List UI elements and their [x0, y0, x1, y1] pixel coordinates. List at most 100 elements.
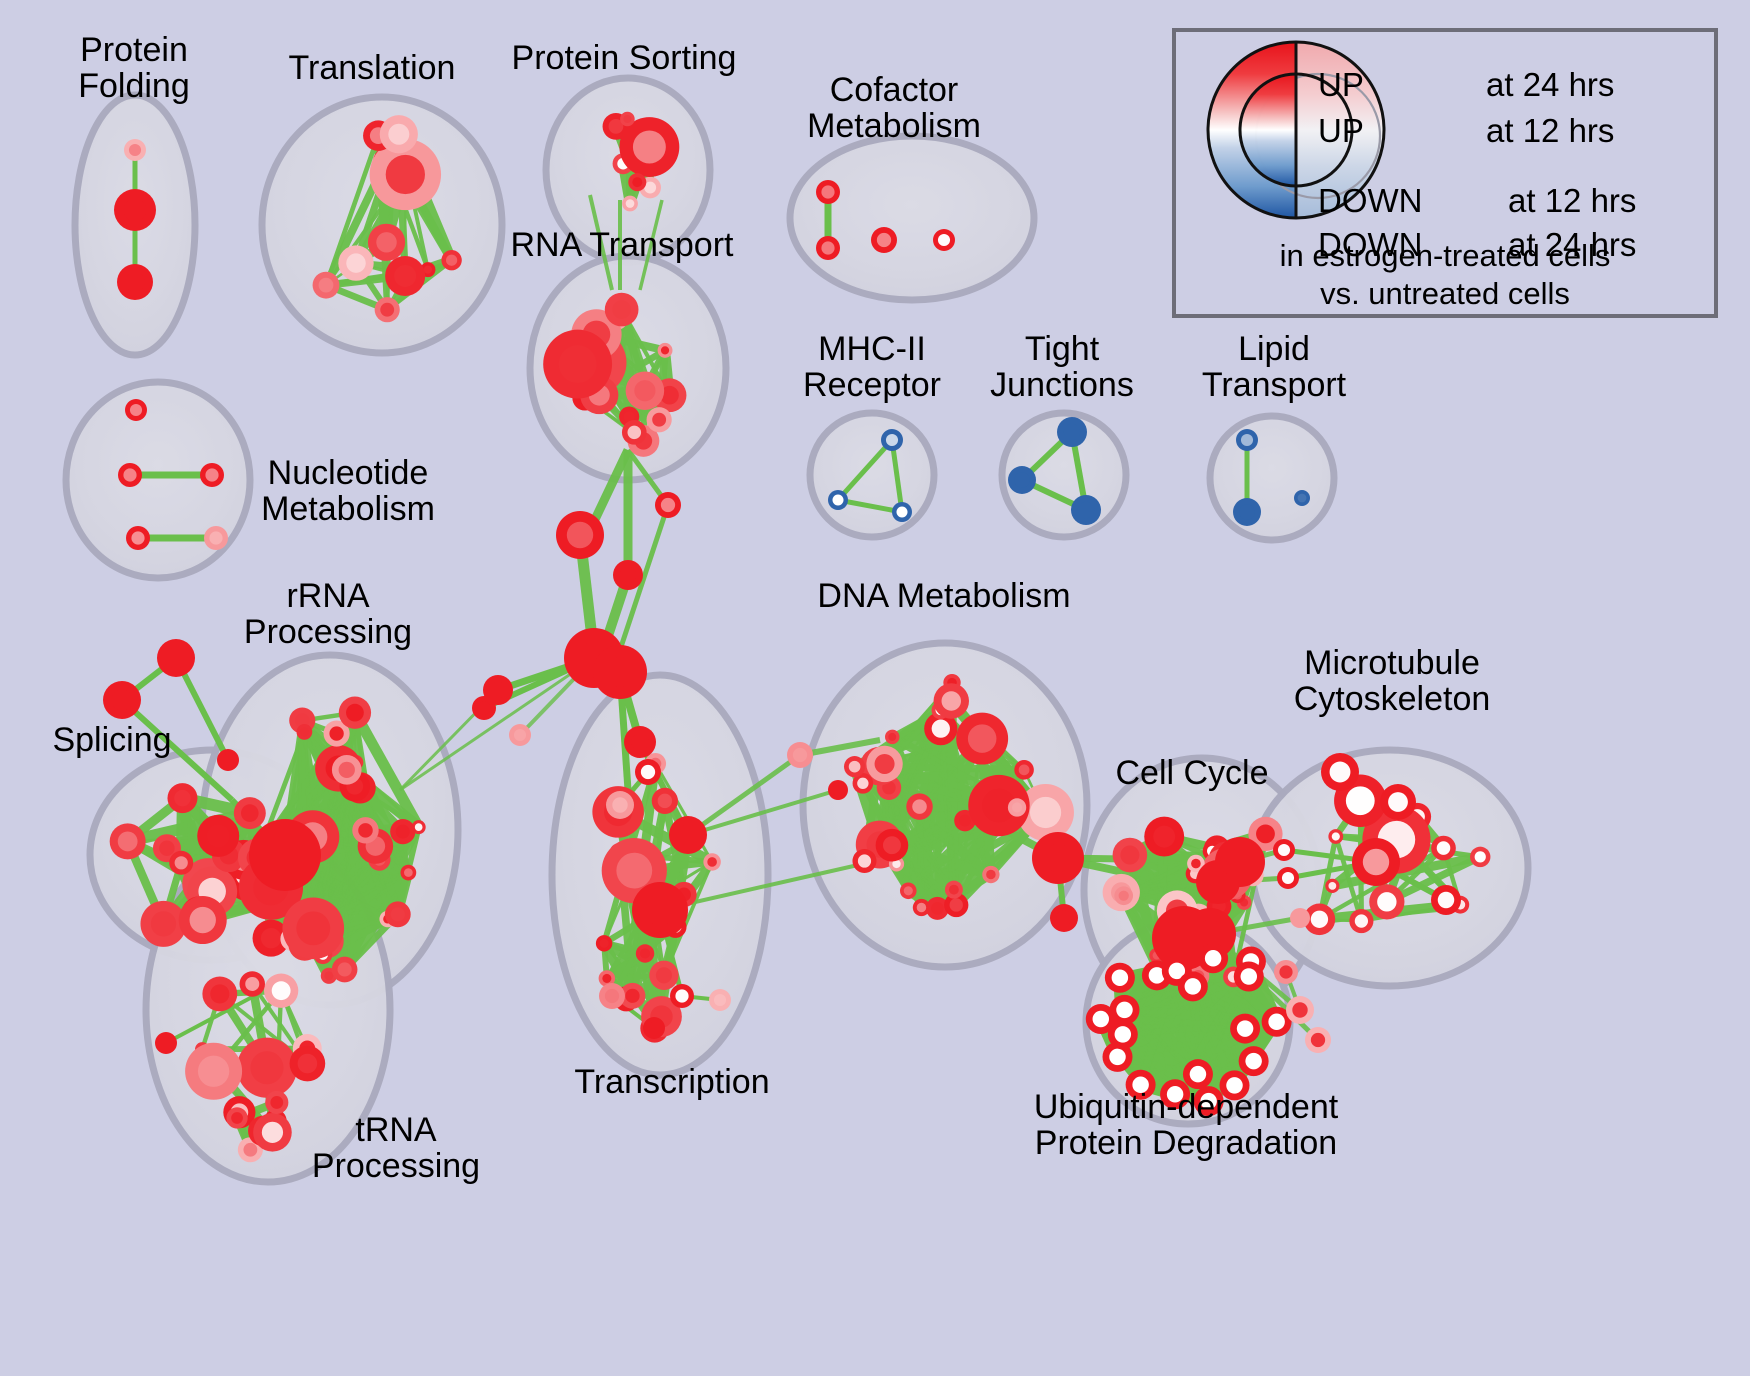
network-node-core — [1109, 1048, 1126, 1066]
network-node-core — [1118, 890, 1129, 901]
network-node-core — [707, 857, 717, 867]
network-node-core — [337, 962, 352, 977]
network-node-core — [159, 1036, 173, 1050]
legend-time-2: at 12 hrs — [1508, 182, 1636, 219]
network-node-core — [296, 911, 331, 946]
network-node-core — [1328, 881, 1337, 890]
network-node-core — [346, 253, 366, 273]
network-node-core — [931, 902, 944, 915]
network-node-core — [632, 177, 643, 188]
network-node-core — [209, 531, 223, 545]
network-edge — [588, 194, 614, 291]
network-node-core — [1388, 792, 1408, 812]
cluster-label-ubiquitin: Ubiquitin-dependent Protein Degradation — [1033, 1088, 1339, 1163]
network-node-core — [640, 764, 656, 780]
network-node-core — [885, 433, 899, 447]
network-node-core — [612, 797, 628, 813]
network-node-core — [338, 761, 355, 779]
network-edge — [126, 807, 252, 848]
network-node-core — [602, 973, 612, 983]
network-node-core — [1111, 969, 1129, 986]
network-node-core — [1292, 1002, 1308, 1018]
network-node-core — [657, 793, 673, 809]
network-node-core — [271, 981, 291, 1001]
cluster-ellipse-mhc-ii-receptor — [806, 409, 938, 541]
network-edge — [638, 199, 664, 291]
network-node-core — [623, 411, 635, 423]
network-node-core — [1354, 914, 1369, 928]
network-node-core — [677, 824, 699, 846]
network-node-core — [210, 984, 230, 1004]
legend-graphic: UP at 24 hrs UP at 12 hrs DOWN at 12 hrs… — [1206, 40, 1636, 263]
network-node-core — [295, 713, 310, 728]
network-node-core — [150, 911, 177, 937]
network-node-core — [423, 265, 433, 274]
network-node-core — [675, 989, 689, 1003]
network-node-core — [604, 988, 620, 1004]
network-node-core — [623, 114, 632, 124]
network-node-core — [1043, 843, 1073, 873]
network-node-core — [1012, 802, 1023, 813]
network-edge — [119, 697, 235, 803]
network-node-core — [948, 884, 959, 895]
network-edge — [687, 788, 839, 837]
network-node-core — [297, 1053, 318, 1074]
network-node-core — [1437, 891, 1455, 909]
network-node-core — [346, 703, 364, 722]
network-node-core — [1331, 832, 1340, 841]
network-node-core — [660, 497, 676, 513]
network-node-core — [240, 804, 259, 822]
network-node-core — [605, 657, 635, 687]
network-node-core — [644, 894, 676, 926]
network-node-core — [625, 199, 635, 208]
network-node-core — [1310, 1032, 1326, 1048]
network-node-core — [639, 948, 651, 959]
cluster-ellipse-nucleotide-metabolism — [62, 378, 254, 582]
cluster-ellipse-lipid-transport — [1206, 412, 1338, 544]
cluster-label-nucleotide-metabolism: Nucleotide Metabolism — [261, 454, 435, 529]
network-edge — [799, 737, 881, 758]
network-node-core — [376, 232, 397, 253]
network-node-core — [986, 869, 996, 880]
network-node-core — [1029, 796, 1062, 829]
network-node-core — [414, 823, 423, 832]
network-node-core — [1329, 761, 1351, 783]
network-node-core — [174, 789, 191, 807]
cluster-label-protein-folding: Protein Folding — [78, 31, 190, 106]
network-node-core — [619, 566, 637, 584]
network-node-core — [1092, 1010, 1110, 1028]
network-node-core — [892, 859, 901, 869]
cluster-label-transcription: Transcription — [574, 1063, 770, 1101]
cluster-label-trna-processing: tRNA Processing — [311, 1111, 481, 1186]
network-node-core — [888, 732, 897, 741]
network-node-core — [644, 181, 657, 194]
network-node-core — [937, 233, 951, 247]
network-node-core — [390, 907, 405, 922]
legend-dir-3: DOWN — [1318, 226, 1422, 263]
network-node-core — [270, 1096, 284, 1109]
cluster-label-cofactor-metabolism: Cofactor Metabolism — [807, 71, 981, 146]
network-node-core — [916, 902, 927, 913]
network-node-core — [1310, 910, 1329, 928]
network-edge — [399, 656, 595, 792]
network-node-core — [1297, 493, 1307, 503]
legend-dir-1: UP — [1318, 112, 1364, 149]
network-node-core — [832, 494, 844, 506]
network-node-core — [1200, 1092, 1217, 1110]
cluster-label-dna-metabolism: DNA Metabolism — [817, 577, 1071, 615]
network-node-core — [1120, 845, 1140, 865]
network-node-core — [111, 689, 133, 711]
network-node-core — [358, 823, 373, 838]
network-node-core — [123, 468, 137, 482]
network-node-core — [395, 824, 410, 839]
cluster-ellipse-cofactor-metabolism — [786, 132, 1038, 304]
network-node-core — [1077, 501, 1095, 519]
network-node-core — [1362, 848, 1390, 876]
legend-caption-line2: vs. untreated cells — [1320, 276, 1570, 311]
network-node-core — [882, 836, 901, 855]
network-node-core — [125, 272, 145, 292]
network-node-core — [131, 531, 145, 545]
network-node-core — [1245, 1052, 1262, 1070]
network-node-core — [713, 993, 727, 1007]
network-node-core — [404, 868, 413, 877]
